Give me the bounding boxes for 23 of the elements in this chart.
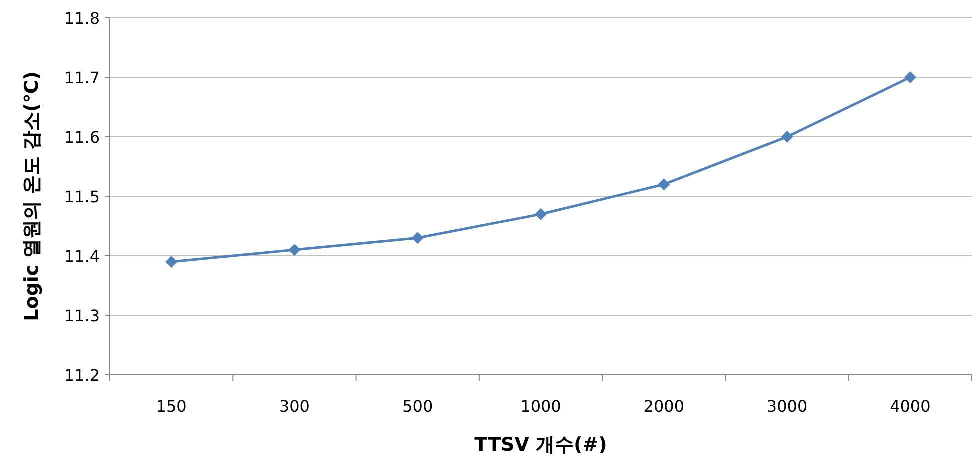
point — [166, 256, 178, 268]
x-tick-label: 2000 — [644, 397, 684, 416]
x-tick-label: 4000 — [890, 397, 931, 416]
y-tick-label: 11.2 — [64, 366, 100, 385]
point — [781, 131, 794, 143]
x-axis-title: TTSV 개수(#) — [474, 434, 608, 456]
x-tick-label: 1000 — [520, 397, 562, 416]
point — [658, 178, 670, 191]
y-tick-label: 11.4 — [64, 247, 100, 266]
point — [412, 232, 424, 244]
y-axis-title: Logic 열원의 온도 감소(℃) — [21, 72, 43, 322]
x-tick-label: 150 — [156, 397, 187, 416]
point — [904, 72, 916, 84]
x-tick-label: 3000 — [766, 397, 808, 416]
point — [535, 208, 547, 220]
x-tick-label: 500 — [402, 397, 434, 416]
x-tick-label: 300 — [279, 397, 310, 416]
y-tick-label: 11.7 — [64, 68, 100, 88]
point — [288, 244, 301, 256]
y-tick-label: 11.8 — [64, 9, 100, 28]
y-tick-label: 11.3 — [64, 306, 100, 326]
y-tick-label: 11.6 — [64, 128, 100, 147]
y-tick-label: 11.5 — [64, 188, 100, 206]
